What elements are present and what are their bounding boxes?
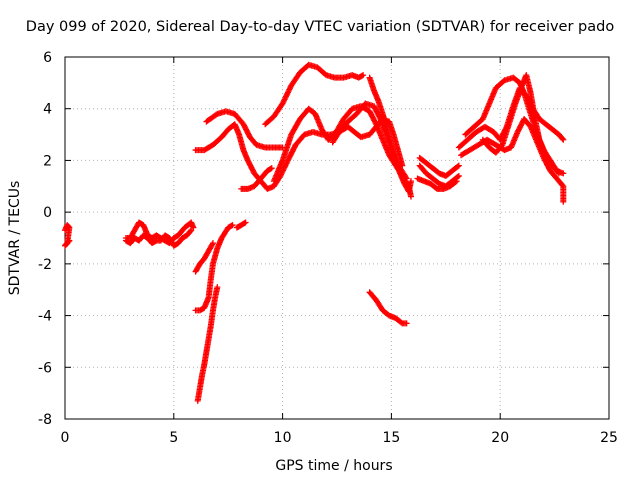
data-point xyxy=(454,173,461,180)
series-trace-15 xyxy=(366,289,410,327)
data-point xyxy=(454,163,461,170)
series-trace-2 xyxy=(122,219,197,247)
data-point xyxy=(559,135,566,142)
x-tick-label: 20 xyxy=(491,430,509,446)
chart-title: Day 099 of 2020, Sidereal Day-to-day VTE… xyxy=(26,19,615,35)
y-tick-label: 2 xyxy=(43,153,52,169)
data-point xyxy=(372,119,379,126)
data-point xyxy=(402,174,409,181)
data-point xyxy=(455,162,462,169)
x-axis-label: GPS time / hours xyxy=(275,458,392,474)
series-trace-4 xyxy=(194,284,221,404)
series-trace-1 xyxy=(62,222,73,249)
data-point xyxy=(403,320,410,327)
series-trace-3 xyxy=(122,227,195,249)
series-trace-8 xyxy=(192,116,406,192)
y-tick-label: -8 xyxy=(38,412,52,428)
data-point xyxy=(209,241,216,248)
y-axis-label: SDTVAR / TECUs xyxy=(7,181,23,296)
data-point xyxy=(65,238,72,245)
x-tick-label: 25 xyxy=(600,430,618,446)
data-point xyxy=(452,178,459,185)
data-point xyxy=(242,219,249,226)
data-point xyxy=(376,114,383,121)
series-trace-18 xyxy=(416,154,462,179)
data-point xyxy=(455,172,462,179)
x-tick-label: 0 xyxy=(61,430,70,446)
data-point xyxy=(187,228,194,235)
data-point xyxy=(268,165,275,172)
grid xyxy=(65,57,609,419)
axis-ticks: 0 5 10 15 20 25 -8 -6 -4 -2 0 2 4 6 xyxy=(38,50,618,446)
y-tick-label: -6 xyxy=(38,360,52,376)
series-trace-10 xyxy=(238,165,275,192)
data-point xyxy=(360,72,367,79)
data-point xyxy=(214,284,221,291)
data-point xyxy=(188,227,195,234)
series-trace-9 xyxy=(203,108,286,151)
data-point xyxy=(560,136,567,143)
data-point xyxy=(66,237,73,244)
y-tick-label: 4 xyxy=(43,102,52,118)
series-trace-22 xyxy=(479,72,562,177)
data-point xyxy=(453,178,460,185)
data-point xyxy=(229,222,236,229)
data-point xyxy=(213,111,220,118)
data-point xyxy=(559,182,566,189)
y-tick-label: -2 xyxy=(38,257,52,273)
data-point xyxy=(403,175,410,182)
data-points xyxy=(62,61,567,404)
series-trace-7 xyxy=(233,219,249,231)
data-point xyxy=(407,178,414,185)
series-trace-14 xyxy=(329,100,410,182)
data-point xyxy=(407,193,414,200)
y-tick-label: -4 xyxy=(38,309,52,325)
series-trace-17 xyxy=(414,175,460,192)
data-point xyxy=(404,181,411,188)
x-tick-label: 5 xyxy=(169,430,178,446)
data-point xyxy=(560,198,567,205)
series-trace-6 xyxy=(192,240,216,275)
y-tick-label: 0 xyxy=(43,205,52,221)
x-tick-label: 10 xyxy=(274,430,292,446)
x-tick-label: 15 xyxy=(382,430,400,446)
data-point xyxy=(209,240,216,247)
y-tick-label: 6 xyxy=(43,50,52,66)
series-trace-5 xyxy=(192,222,236,314)
data-point xyxy=(555,169,562,176)
series-trace-11 xyxy=(262,61,367,128)
data-point xyxy=(555,170,562,177)
